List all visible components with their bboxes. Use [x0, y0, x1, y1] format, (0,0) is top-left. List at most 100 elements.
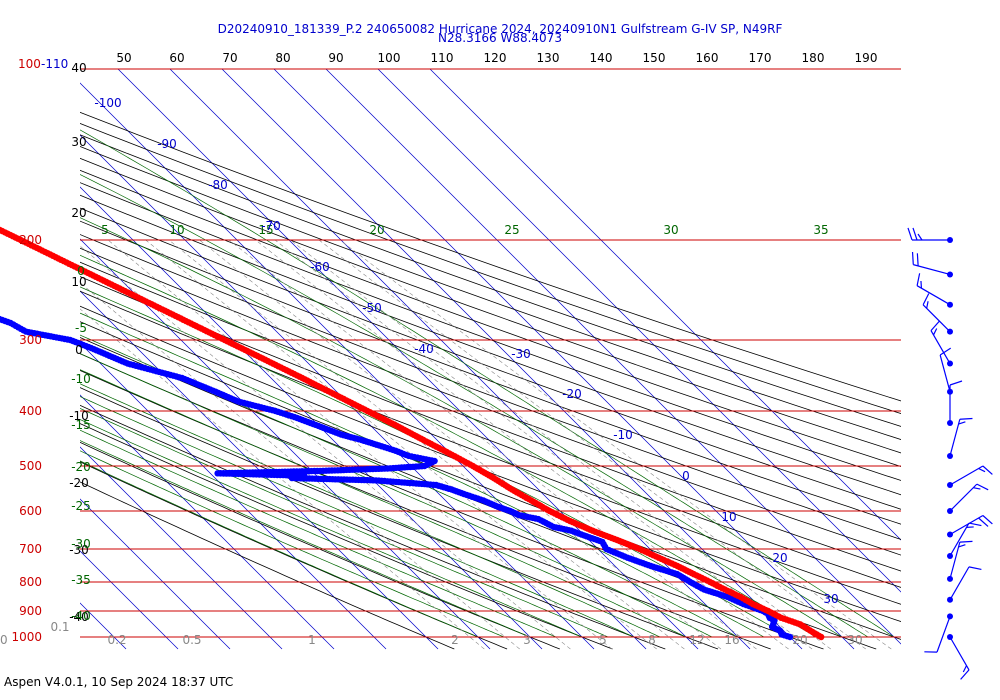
wind-barb-flag: [916, 253, 919, 266]
pressure-label: 1000: [11, 630, 42, 644]
dry-adiabat-line: [80, 261, 901, 572]
dry-adiabat-top-label: 190: [855, 51, 878, 65]
moist-adiabat-line: [80, 254, 817, 638]
mixing-ratio-label: 1: [308, 633, 316, 647]
isotherm-line: [80, 498, 231, 650]
wind-barb-flag: [930, 320, 940, 332]
wind-barb-staff: [936, 616, 951, 653]
moist-adiabat-200-label: 35: [813, 223, 828, 237]
moist-adiabat-line: [80, 174, 869, 638]
moist-adiabat-200-label: 5: [101, 223, 109, 237]
isotherm-label: -40: [414, 342, 434, 356]
wind-barb-flag: [932, 328, 938, 336]
dry-adiabat-line: [80, 169, 901, 467]
dry-adiabat-line: [80, 234, 901, 540]
dry-adiabat-line: [80, 276, 901, 588]
wind-barb-flag: [968, 522, 982, 527]
dry-adiabat-top-label: 140: [590, 51, 613, 65]
moist-adiabat-line: [80, 334, 739, 638]
background-grid: [80, 69, 901, 650]
isotherm-label: -70: [261, 219, 281, 233]
dry-adiabat-top-label: 130: [537, 51, 560, 65]
moist-adiabat-200-label: 25: [504, 223, 519, 237]
dry-adiabat-left-label: -30: [69, 543, 89, 557]
dry-adiabat-top-label: 90: [328, 51, 343, 65]
wind-barb-flag: [976, 483, 989, 491]
mixing-ratio-label: 12: [689, 633, 704, 647]
mixing-ratio-line: [80, 308, 485, 650]
wind-barb-flag: [982, 515, 993, 525]
pressure-label: 800: [19, 575, 42, 589]
moist-adiabat-200-label: 10: [169, 223, 184, 237]
moist-adiabat-left-label: -5: [75, 321, 87, 335]
wind-barb-staff: [949, 465, 984, 486]
wind-barb-flag: [960, 669, 970, 680]
temperature-point: [0, 226, 3, 234]
moist-adiabat-line: [80, 450, 505, 638]
moist-adiabat-left-label: -35: [71, 573, 91, 587]
dry-adiabat-top-label: 180: [802, 51, 825, 65]
moist-adiabat-line: [80, 408, 609, 638]
isotherm-label: 30: [823, 592, 838, 606]
moist-adiabat-left-label: -25: [71, 499, 91, 513]
isotherm-line: [429, 69, 901, 541]
wind-barb-flag: [912, 227, 918, 241]
dry-adiabat-line: [80, 182, 901, 481]
pressure-label: 400: [19, 404, 42, 418]
dry-adiabat-top-label: 160: [696, 51, 719, 65]
wind-barb-flag: [907, 227, 913, 241]
isotherm-label: -50: [362, 301, 382, 315]
dry-adiabat-top-label: 170: [749, 51, 772, 65]
mixing-ratio-line: [318, 239, 866, 650]
dry-adiabat-left-label: -40: [69, 610, 89, 624]
wind-barb-flag: [982, 465, 993, 475]
mixing-ratio-line: [80, 282, 520, 650]
mixing-ratio-line: [80, 245, 571, 650]
mixing-ratio-label: 2: [451, 633, 459, 647]
mixing-ratio-label: 0.1: [50, 620, 69, 634]
dry-adiabat-line: [80, 123, 901, 415]
isotherm-line: [325, 69, 901, 645]
wind-barb-flag: [922, 293, 930, 306]
pressure-label: 200: [19, 233, 42, 247]
pressure-label: 500: [19, 459, 42, 473]
wind-barb-flag: [968, 566, 982, 571]
moist-adiabat-line: [80, 312, 765, 638]
moist-adiabat-line: [80, 429, 557, 638]
footer-version: Aspen V4.0.1, 10 Sep 2024 18:37 UTC: [4, 675, 234, 689]
dry-adiabat-line: [80, 441, 560, 650]
dry-adiabat-line: [80, 481, 455, 650]
wind-barb-staff: [949, 483, 978, 512]
wind-barb-staff: [949, 636, 970, 671]
moist-adiabat-line: [80, 383, 661, 638]
wind-barb-staff: [939, 354, 951, 392]
isotherm-label: -90: [157, 137, 177, 151]
isotherm-line: [80, 290, 439, 650]
mixing-ratio-label: 40: [0, 633, 8, 647]
dry-adiabat-line: [80, 321, 901, 640]
dry-adiabat-line: [80, 370, 771, 650]
mixing-ratio-label: 8: [648, 633, 656, 647]
dry-adiabat-top-label: 80: [275, 51, 290, 65]
mixing-ratio-line: [107, 239, 613, 650]
isotherm-line: [80, 82, 647, 650]
dry-adiabat-line: [80, 305, 901, 623]
isotherm-label: -60: [310, 260, 330, 274]
dry-adiabat-top-label: 150: [643, 51, 666, 65]
isotherm-line: [221, 69, 803, 650]
chart-title-line1: D20240910_181339_P.2 240650082 Hurricane…: [217, 22, 783, 36]
sounding-traces: [0, 226, 825, 641]
isotherm-label: 10: [721, 510, 736, 524]
mixing-ratio-label: 5: [599, 633, 607, 647]
wind-barb-flag: [962, 665, 968, 673]
moist-adiabat-line: [80, 440, 531, 638]
pressure-label: 900: [19, 604, 42, 618]
wind-barb-staff: [930, 330, 951, 364]
moist-adiabat-left-label: -40: [71, 609, 91, 623]
mixing-ratio-label: 16: [724, 633, 739, 647]
dry-adiabat-top-label: 120: [484, 51, 507, 65]
wind-barb-staff: [949, 566, 970, 601]
wind-barb-flag: [939, 347, 952, 356]
isotherm-label: -20: [562, 387, 582, 401]
